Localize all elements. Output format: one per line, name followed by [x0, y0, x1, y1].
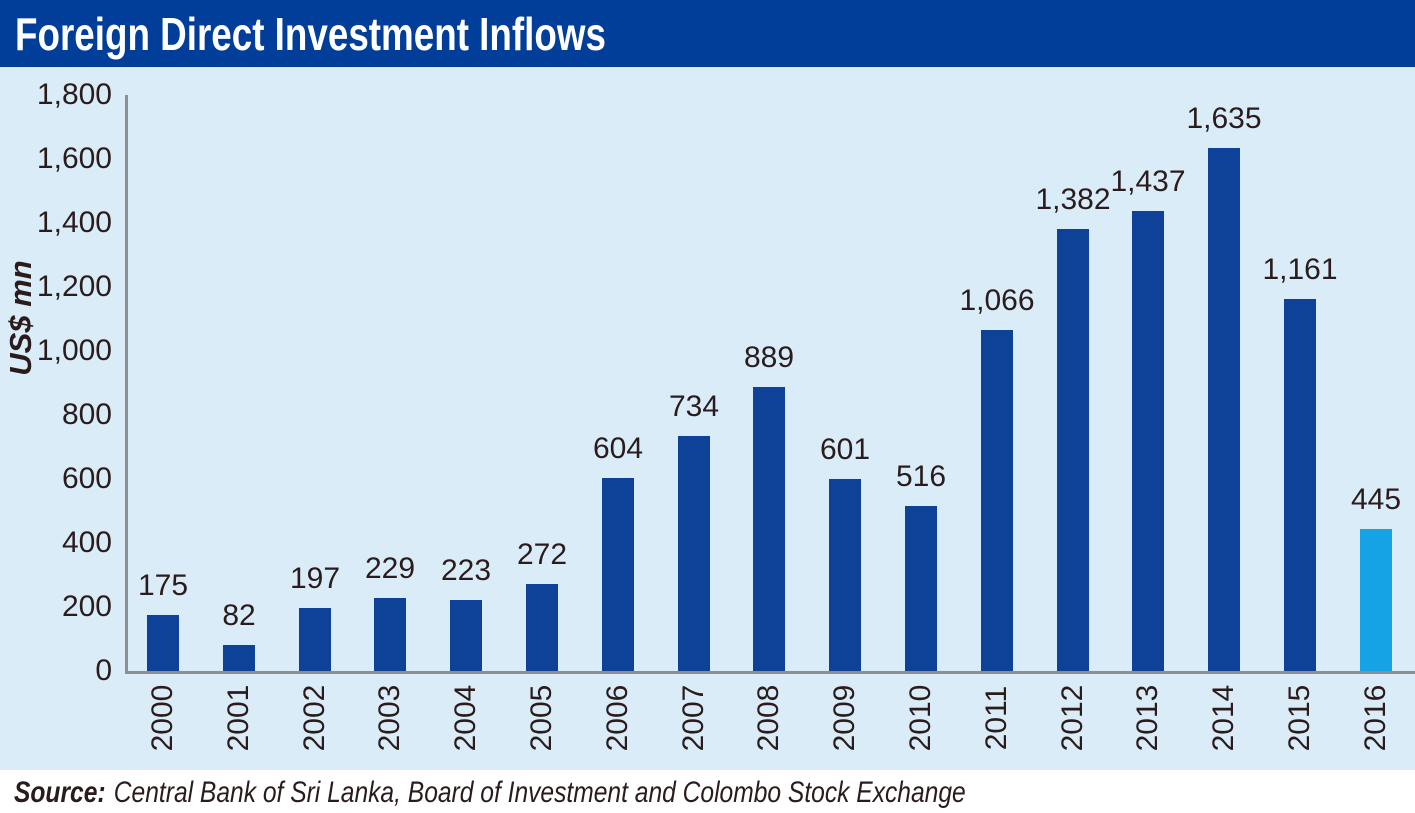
value-label-2003: 229 [364, 552, 416, 585]
value-label-2016: 445 [1350, 483, 1402, 516]
bar-2012 [1057, 229, 1089, 671]
bar-2016 [1360, 529, 1392, 671]
bar-2011 [981, 330, 1013, 671]
x-tick-2008: 2008 [752, 684, 785, 752]
x-tick-2003: 2003 [373, 684, 406, 752]
chart-title: Foreign Direct Investment Inflows [15, 7, 606, 60]
x-tick-2006: 2006 [601, 684, 634, 752]
plot-area: 0 200 400 600 800 1,000 1,200 1,400 1,600 1,800 1… [0, 67, 1415, 770]
y-tick-1400: 1,400 [36, 206, 112, 239]
bar-2006 [602, 478, 634, 671]
value-label-2011: 1,066 [959, 284, 1035, 317]
x-tick-2001: 2001 [222, 684, 255, 752]
y-tick-400: 400 [61, 526, 112, 559]
x-tick-2005: 2005 [525, 684, 558, 752]
y-tick-1600: 1,600 [36, 142, 112, 175]
x-tick-2012: 2012 [1056, 684, 1089, 752]
source-label: Source: [14, 775, 106, 809]
x-tick-2016: 2016 [1359, 684, 1392, 752]
value-label-2009: 601 [819, 433, 871, 466]
value-label-2014: 1,635 [1186, 102, 1262, 135]
value-label-2002: 197 [289, 562, 341, 595]
value-label-2008: 889 [743, 341, 795, 374]
y-tick-200: 200 [61, 590, 112, 623]
value-label-2000: 175 [137, 569, 189, 602]
y-tick-1200: 1,200 [36, 270, 112, 303]
bar-2014 [1208, 148, 1240, 671]
bar-2005 [526, 584, 558, 671]
bar-2000 [147, 615, 179, 671]
x-tick-2015: 2015 [1283, 684, 1316, 752]
chart-area: 0 200 400 600 800 1,000 1,200 1,400 1,600 1,800 1… [0, 67, 1415, 770]
value-label-2005: 272 [516, 538, 568, 571]
y-axis-title: US$ mn [3, 260, 38, 376]
x-tick-2013: 2013 [1131, 684, 1164, 752]
source-text: Central Bank of Sri Lanka, Board of Inve… [113, 775, 966, 809]
bar-2008 [753, 387, 785, 671]
y-tick-0: 0 [95, 654, 112, 687]
value-label-2015: 1,161 [1262, 253, 1338, 286]
x-tick-2002: 2002 [298, 684, 331, 752]
bar-2013 [1132, 211, 1164, 671]
x-tick-2011: 2011 [980, 685, 1013, 751]
bar-2007 [678, 436, 710, 671]
value-label-2006: 604 [592, 432, 644, 465]
bar-2002 [299, 608, 331, 671]
value-label-2012: 1,382 [1035, 183, 1111, 216]
bar-2003 [374, 598, 406, 671]
value-label-2004: 223 [440, 554, 492, 587]
chart-title-bar: Foreign Direct Investment Inflows [0, 0, 1415, 67]
y-tick-1800: 1,800 [36, 78, 112, 111]
source-inner: Source: Central Bank of Sri Lanka, Board … [14, 774, 966, 810]
y-tick-1000: 1,000 [36, 334, 112, 367]
x-tick-2004: 2004 [449, 684, 482, 752]
source-line: Source: Central Bank of Sri Lanka, Board … [0, 770, 1415, 813]
x-tick-2010: 2010 [904, 684, 937, 752]
x-tick-2009: 2009 [828, 684, 861, 752]
x-tick-2000: 2000 [146, 684, 179, 752]
value-label-2001: 82 [222, 599, 256, 632]
bar-2004 [450, 600, 482, 671]
bar-2015 [1284, 299, 1316, 671]
x-axis-line [125, 671, 1415, 674]
value-label-2013: 1,437 [1110, 165, 1186, 198]
y-axis-line [125, 95, 128, 674]
bar-2010 [905, 506, 937, 671]
y-tick-800: 800 [61, 398, 112, 431]
y-tick-600: 600 [61, 462, 112, 495]
value-label-2007: 734 [668, 390, 720, 423]
x-tick-2007: 2007 [677, 684, 710, 752]
value-label-2010: 516 [895, 460, 947, 493]
x-tick-2014: 2014 [1207, 684, 1240, 752]
bar-2001 [223, 645, 255, 671]
bar-2009 [829, 479, 861, 671]
